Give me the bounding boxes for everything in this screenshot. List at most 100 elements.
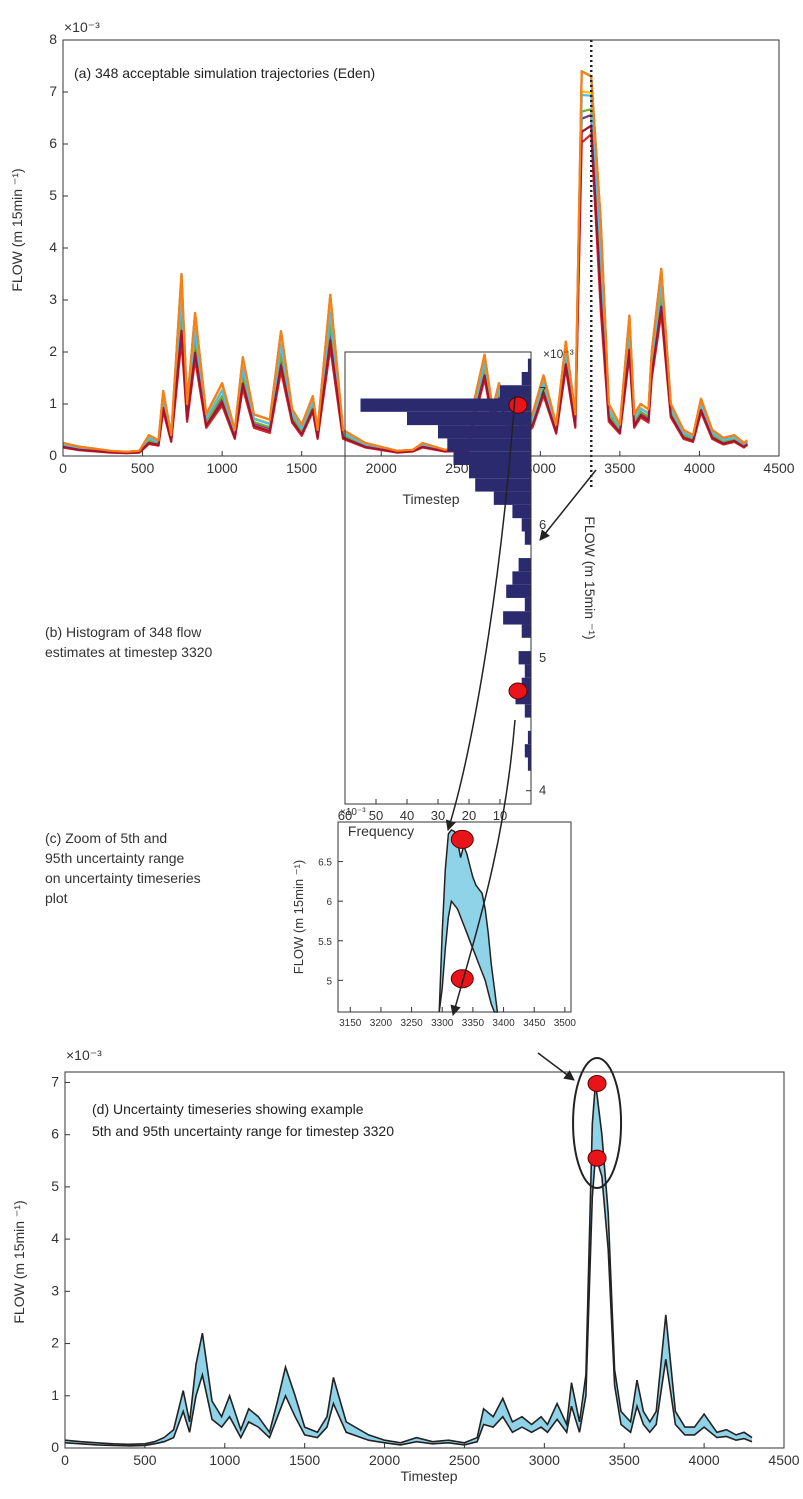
y-tick-label: 5 bbox=[49, 187, 57, 203]
x-axis-label: Timestep bbox=[400, 1468, 457, 1484]
x-tick-label: 4500 bbox=[768, 1452, 799, 1468]
panel-c-description: (c) Zoom of 5th and 95th uncertainty ran… bbox=[45, 828, 201, 908]
lower-bound-line bbox=[64, 1155, 753, 1447]
panel-c-zoom-chart: 3150 3200 3250 3300 3350 3400 3450 3500 5 5.5 6 6.5… bbox=[291, 807, 576, 1029]
panel-b-description-line: (b) Histogram of 348 flow bbox=[45, 624, 202, 640]
x-tick-label: 3400 bbox=[492, 1018, 515, 1029]
connector-arrow bbox=[537, 1052, 575, 1081]
upper-bound-line bbox=[64, 1082, 753, 1446]
panel-c-description-line: 95th uncertainty range bbox=[45, 850, 185, 866]
x-tick-label: 2000 bbox=[366, 460, 397, 476]
y-exponent-label: ×10⁻³ bbox=[340, 807, 366, 818]
histogram-bar bbox=[524, 531, 531, 545]
histogram-bar bbox=[527, 757, 531, 771]
y-tick-label: 1 bbox=[49, 395, 57, 411]
histogram-bar bbox=[524, 664, 531, 678]
panel-b-description: (b) Histogram of 348 flow estimates at t… bbox=[45, 622, 212, 662]
x-axis-label: Frequency bbox=[348, 823, 414, 839]
histogram-bar bbox=[500, 385, 531, 399]
x-tick-label: 0 bbox=[59, 460, 67, 476]
histogram-bar bbox=[521, 371, 531, 386]
x-tick-label: 3300 bbox=[431, 1018, 454, 1029]
x-tick-label: 3450 bbox=[523, 1018, 546, 1029]
x-tick-label: 3150 bbox=[339, 1018, 362, 1029]
connector-arrows bbox=[445, 395, 597, 1081]
histogram-bar bbox=[469, 465, 531, 479]
y-exponent-label: ×10⁻³ bbox=[543, 347, 574, 361]
x-tick-label: 4000 bbox=[684, 460, 715, 476]
y-tick-label: 7 bbox=[51, 1073, 59, 1089]
y-tick-label: 3 bbox=[51, 1282, 59, 1298]
connector-arrow bbox=[445, 395, 516, 832]
y-tick-label: 7 bbox=[539, 384, 546, 399]
y-exponent-label: ×10⁻³ bbox=[66, 1047, 102, 1063]
x-tick-label: 10 bbox=[493, 808, 507, 823]
y-tick-label: 4 bbox=[49, 239, 57, 255]
histogram-bar bbox=[475, 478, 531, 492]
y-tick-label: 5.5 bbox=[318, 937, 332, 948]
y-tick-label: 6 bbox=[539, 517, 546, 532]
connector-arrow bbox=[539, 469, 597, 541]
y-axis-label: FLOW (m 15min ⁻¹) bbox=[11, 1200, 27, 1323]
histogram-bar bbox=[407, 411, 531, 426]
histogram-bar bbox=[493, 491, 531, 505]
x-tick-label: 40 bbox=[400, 808, 414, 823]
x-tick-label: 3250 bbox=[400, 1018, 423, 1029]
x-tick-label: 2000 bbox=[369, 1452, 400, 1468]
histogram-bar bbox=[512, 504, 531, 519]
panel-d-uncertainty-chart: 0 500 1000 1500 2000 2500 3000 3500 4000 4500 0 1 2 3… bbox=[11, 1047, 800, 1484]
axes-frame bbox=[62, 39, 780, 457]
trajectory-line bbox=[62, 70, 748, 453]
chart-title-line: (d) Uncertainty timeseries showing examp… bbox=[92, 1101, 364, 1117]
x-tick-label: 2500 bbox=[449, 1452, 480, 1468]
x-tick-label: 3200 bbox=[370, 1018, 393, 1029]
panel-b-description-line: estimates at timestep 3320 bbox=[45, 644, 213, 660]
x-tick-label: 60 bbox=[338, 808, 352, 823]
x-tick-label: 30 bbox=[431, 808, 445, 823]
y-axis-label: FLOW (m 15min ⁻¹) bbox=[9, 168, 25, 291]
panel-c-description-line: plot bbox=[45, 890, 68, 906]
trajectory-line bbox=[62, 70, 748, 453]
highlight-marker bbox=[508, 396, 528, 414]
x-axis-label: Timestep bbox=[402, 491, 459, 507]
x-tick-label: 1000 bbox=[207, 460, 238, 476]
y-tick-label: 2 bbox=[51, 1335, 59, 1351]
chart-title: (a) 348 acceptable simulation trajectori… bbox=[74, 65, 375, 81]
axes-frame bbox=[64, 1071, 785, 1449]
histogram-bar bbox=[524, 704, 531, 718]
x-tick-label: 4000 bbox=[689, 1452, 720, 1468]
highlight-marker bbox=[450, 829, 474, 849]
y-axis-label: FLOW (m 15min ⁻¹) bbox=[291, 860, 306, 974]
x-tick-label: 3500 bbox=[554, 1018, 577, 1029]
y-tick-label: 6 bbox=[49, 135, 57, 151]
histogram-bar bbox=[524, 597, 531, 612]
y-tick-label: 4 bbox=[539, 783, 546, 798]
y-tick-label: 5 bbox=[326, 976, 332, 987]
histogram-bar bbox=[521, 677, 531, 691]
trajectory-line bbox=[62, 90, 748, 454]
x-tick-label: 3000 bbox=[529, 1452, 560, 1468]
x-tick-label: 1000 bbox=[209, 1452, 240, 1468]
y-tick-label: 1 bbox=[51, 1387, 59, 1403]
y-tick-label: 3 bbox=[49, 291, 57, 307]
highlight-marker bbox=[587, 1074, 607, 1092]
y-tick-label: 8 bbox=[49, 31, 57, 47]
panel-c-description-line: on uncertainty timeseries bbox=[45, 870, 201, 886]
highlight-ellipse bbox=[572, 1057, 623, 1189]
histogram-bar bbox=[503, 611, 531, 625]
x-tick-label: 500 bbox=[133, 1452, 157, 1468]
histogram-bar bbox=[518, 558, 531, 572]
x-tick-label: 3500 bbox=[609, 1452, 640, 1468]
x-tick-label: 1500 bbox=[286, 460, 317, 476]
x-tick-label: 3000 bbox=[525, 460, 556, 476]
histogram-bar bbox=[360, 398, 531, 412]
y-tick-label: 4 bbox=[51, 1230, 59, 1246]
x-tick-label: 1500 bbox=[289, 1452, 320, 1468]
x-tick-label: 20 bbox=[462, 808, 476, 823]
histogram-bar bbox=[506, 584, 531, 598]
y-tick-label: 7 bbox=[49, 83, 57, 99]
histogram-bar bbox=[453, 451, 531, 465]
histogram-bar bbox=[527, 358, 531, 372]
y-tick-label: 5 bbox=[51, 1178, 59, 1194]
